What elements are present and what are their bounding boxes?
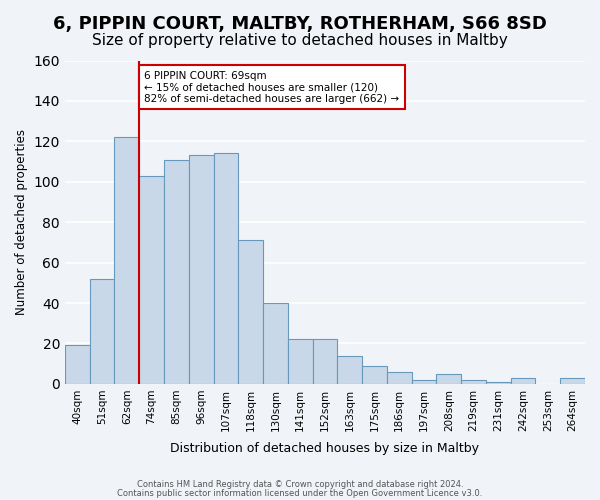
Bar xyxy=(362,366,387,384)
Bar xyxy=(263,303,288,384)
Bar xyxy=(313,340,337,384)
Text: 6 PIPPIN COURT: 69sqm
← 15% of detached houses are smaller (120)
82% of semi-det: 6 PIPPIN COURT: 69sqm ← 15% of detached … xyxy=(144,70,399,104)
Bar xyxy=(560,378,585,384)
Bar xyxy=(461,380,486,384)
Bar xyxy=(387,372,412,384)
Bar xyxy=(412,380,436,384)
Bar xyxy=(65,346,89,384)
Y-axis label: Number of detached properties: Number of detached properties xyxy=(15,129,28,315)
Bar xyxy=(436,374,461,384)
Bar xyxy=(337,356,362,384)
X-axis label: Distribution of detached houses by size in Maltby: Distribution of detached houses by size … xyxy=(170,442,479,455)
Bar xyxy=(115,138,139,384)
Bar xyxy=(288,340,313,384)
Text: Size of property relative to detached houses in Maltby: Size of property relative to detached ho… xyxy=(92,32,508,48)
Text: Contains HM Land Registry data © Crown copyright and database right 2024.: Contains HM Land Registry data © Crown c… xyxy=(137,480,463,489)
Bar xyxy=(238,240,263,384)
Text: 6, PIPPIN COURT, MALTBY, ROTHERHAM, S66 8SD: 6, PIPPIN COURT, MALTBY, ROTHERHAM, S66 … xyxy=(53,15,547,33)
Bar xyxy=(511,378,535,384)
Bar xyxy=(189,156,214,384)
Bar xyxy=(139,176,164,384)
Bar xyxy=(164,160,189,384)
Bar xyxy=(89,279,115,384)
Bar xyxy=(486,382,511,384)
Text: Contains public sector information licensed under the Open Government Licence v3: Contains public sector information licen… xyxy=(118,488,482,498)
Bar xyxy=(214,154,238,384)
